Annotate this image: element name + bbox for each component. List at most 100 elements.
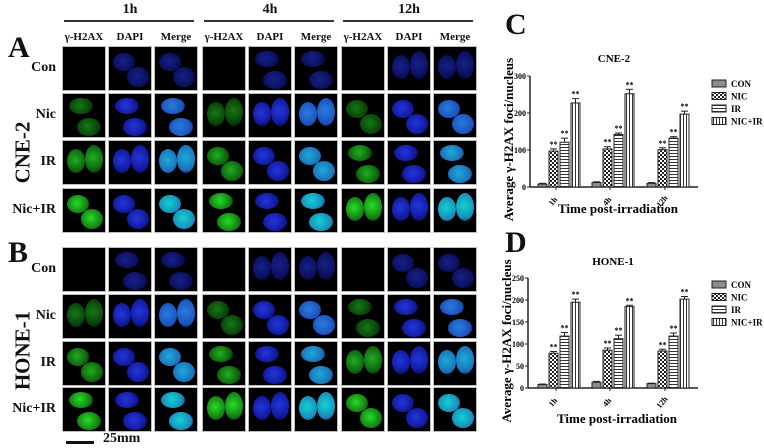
timepoint-rule-4h: [204, 20, 334, 22]
legend-label: CON: [731, 79, 752, 89]
nucleus: [263, 366, 287, 384]
nucleus: [317, 392, 335, 420]
treatment-label-a-2: IR: [40, 154, 56, 169]
micrograph-b-con-1h-h2ax: [62, 247, 106, 292]
bar-con-1h: [537, 183, 548, 188]
bar-nic-ir-1h: [570, 102, 581, 188]
nucleus: [348, 145, 372, 161]
nucleus: [406, 268, 428, 288]
legend-swatch: [711, 280, 727, 289]
bar-ir-12h: [668, 335, 679, 389]
nucleus: [159, 348, 181, 366]
micrograph-a-ir-12h-h2ax: [341, 140, 385, 185]
nucleus: [313, 161, 335, 181]
micrograph-a-nic-12h-merge: [433, 93, 477, 138]
nucleus: [299, 102, 317, 126]
nucleus: [452, 268, 474, 288]
nucleus: [115, 392, 139, 408]
bar-ir-1h: [559, 335, 570, 389]
nucleus: [159, 303, 177, 327]
panel-letter-c: C: [505, 8, 527, 41]
y-tick-label: 150: [512, 318, 524, 327]
treatment-label-b-2: IR: [40, 355, 56, 370]
nucleus: [115, 98, 139, 114]
nucleus: [161, 252, 185, 268]
nucleus: [364, 51, 382, 79]
nucleus: [440, 299, 464, 315]
micrograph-a-con-12h-dapi: [387, 46, 431, 91]
significance-marker: **: [659, 340, 667, 349]
nucleus: [299, 256, 317, 280]
micrograph-b-con-1h-merge: [154, 247, 198, 292]
nucleus: [309, 213, 333, 231]
micrograph-b-nic-ir-4h-h2ax: [202, 387, 246, 432]
micrograph-b-nic-1h-h2ax: [62, 294, 106, 339]
micrograph-b-nic-12h-dapi: [387, 294, 431, 339]
channel-label-2: Merge: [300, 31, 332, 43]
nucleus: [406, 408, 428, 428]
y-tick-label: 50: [516, 362, 524, 371]
micrograph-a-nic-ir-4h-merge: [294, 188, 338, 233]
micrograph-a-con-12h-merge: [433, 46, 477, 91]
nucleus: [313, 315, 335, 335]
micrograph-a-nic-ir-1h-merge: [154, 188, 198, 233]
significance-marker: **: [561, 324, 569, 333]
nucleus: [410, 346, 428, 374]
micrograph-a-con-1h-dapi: [108, 46, 152, 91]
micrograph-b-nic-4h-h2ax: [202, 294, 246, 339]
scale-bar: [66, 441, 94, 444]
chart-cne2: CNE-2 Average γ-H2AX foci/nucleus 0 100 200 3…: [501, 53, 763, 221]
bar-con-12h: [646, 182, 657, 188]
significance-marker: **: [572, 290, 580, 299]
nucleus: [113, 348, 135, 366]
y-tick-label: 300: [514, 72, 526, 81]
nucleus: [123, 272, 147, 290]
nucleus: [253, 396, 271, 420]
micrograph-b-ir-4h-h2ax: [202, 341, 246, 386]
micrograph-b-con-12h-h2ax: [341, 247, 385, 292]
y-tick-label: 0: [520, 384, 524, 393]
micrograph-a-nic-ir-4h-h2ax: [202, 188, 246, 233]
nucleus: [217, 71, 241, 89]
y-tick-label: 0: [522, 183, 526, 192]
bar-con-4h: [591, 381, 602, 389]
nucleus: [177, 145, 195, 173]
nucleus: [253, 147, 275, 165]
significance-marker: **: [550, 342, 558, 351]
micrograph-a-nic-ir-1h-dapi: [108, 188, 152, 233]
micrograph-b-con-4h-dapi: [248, 247, 292, 292]
nucleus: [225, 392, 243, 420]
nucleus: [115, 252, 139, 268]
bar-nic-ir-4h: [624, 306, 635, 389]
y-axis-label: Average γ-H2AX foci/nucleus: [501, 58, 516, 221]
significance-marker: **: [550, 140, 558, 149]
y-tick-label: 100: [512, 340, 524, 349]
nucleus: [127, 209, 149, 229]
nucleus: [438, 254, 460, 272]
treatment-label-a-1: Nic: [35, 107, 56, 122]
micrograph-b-nic-4h-merge: [294, 294, 338, 339]
micrograph-b-ir-12h-dapi: [387, 341, 431, 386]
nucleus: [309, 366, 333, 384]
y-axis-label: Average γ-H2AX foci/nucleus: [499, 259, 514, 422]
x-axis-label: Time post-irradiation: [558, 201, 679, 216]
chart-title: CNE-2: [598, 53, 631, 65]
significance-marker: **: [615, 326, 623, 335]
timepoint-label-1h: 1h: [122, 2, 138, 17]
micrograph-b-con-1h-dapi: [108, 247, 152, 292]
micrograph-a-nic-12h-h2ax: [341, 93, 385, 138]
nucleus: [456, 346, 474, 374]
bar-ir-12h: [668, 137, 679, 188]
nucleus: [85, 145, 103, 173]
micrograph-b-nic-ir-12h-h2ax: [341, 387, 385, 432]
micrograph-b-nic-ir-1h-dapi: [108, 387, 152, 432]
micrograph-b-nic-ir-12h-merge: [433, 387, 477, 432]
nucleus: [410, 51, 428, 79]
bar-nic-ir-4h: [624, 93, 635, 188]
nucleus: [81, 362, 103, 382]
channel-label-1: DAPI: [395, 31, 423, 43]
nucleus: [364, 193, 382, 221]
micrograph-a-nic-ir-12h-h2ax: [341, 188, 385, 233]
nucleus: [448, 165, 472, 183]
micrograph-a-con-12h-h2ax: [341, 46, 385, 91]
